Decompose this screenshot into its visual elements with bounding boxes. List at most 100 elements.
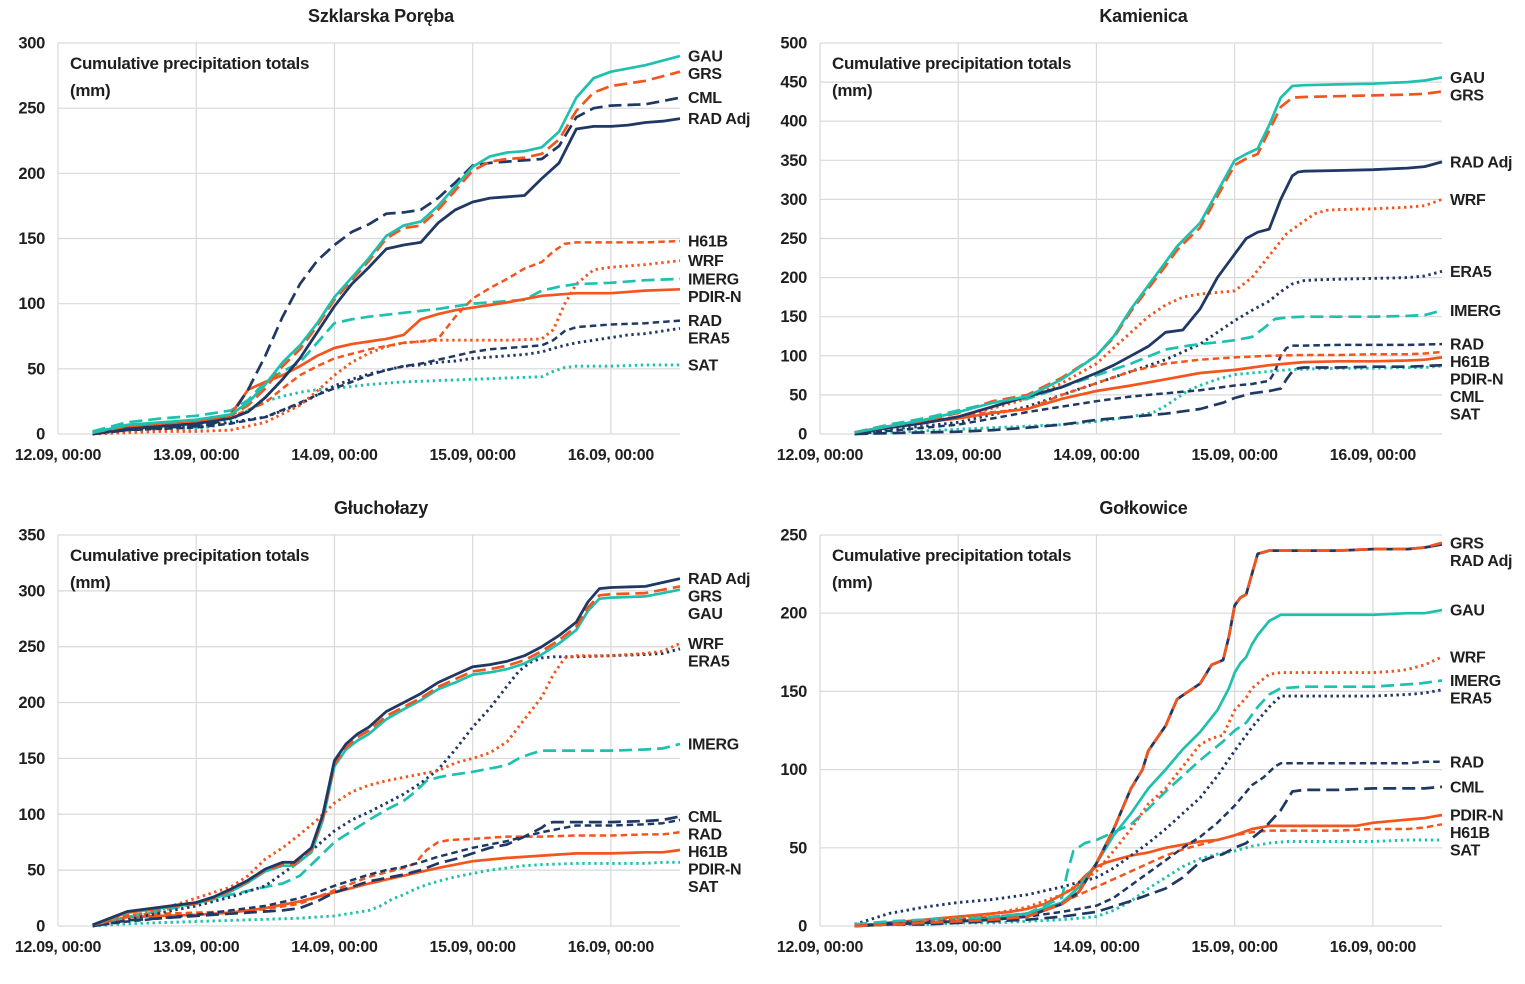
series-line-era5: [92, 647, 681, 927]
x-tick-label: 16.09, 00:00: [1330, 447, 1417, 464]
y-tick-label: 50: [27, 862, 45, 880]
series-label-gau: GAU: [688, 49, 723, 66]
series-label-rad: RAD: [1450, 754, 1484, 771]
series-line-pdir-n: [854, 356, 1443, 434]
x-tick-label: 16.09, 00:00: [1330, 939, 1417, 956]
chart-annotation: Cumulative precipitation totals (mm): [70, 546, 309, 592]
series-label-era5: ERA5: [1450, 690, 1492, 707]
series-line-imerg: [92, 742, 681, 927]
y-tick-label: 150: [18, 750, 45, 768]
chart-title-szklarska-poreba: Szklarska Poręba: [308, 6, 454, 26]
x-tick-label: 12.09, 00:00: [15, 447, 102, 464]
series-label-imerg: IMERG: [688, 736, 739, 753]
y-tick-label: 300: [18, 582, 45, 600]
x-tick-label: 13.09, 00:00: [915, 447, 1002, 464]
y-tick-label: 150: [18, 230, 45, 248]
x-tick-label: 13.09, 00:00: [915, 939, 1002, 956]
y-tick-label: 0: [798, 918, 807, 936]
x-tick-label: 12.09, 00:00: [777, 939, 864, 956]
y-tick-label: 400: [780, 113, 807, 131]
series-line-sat: [854, 838, 1442, 928]
series-line-wrf: [854, 655, 1443, 928]
gridlines: [819, 42, 1442, 435]
series-line-rad: [92, 319, 681, 436]
chart-canvas-gluchoazy: 0 50 100 150 200 250 300 350 12.09, 00:00 13.09, …: [15, 527, 751, 957]
series-line-rad: [854, 342, 1443, 436]
y-tick-label: 100: [18, 295, 45, 313]
series-label-pdir-n: PDIR-N: [688, 289, 741, 306]
series-label-grs: GRS: [688, 589, 722, 606]
x-axis-tick-labels: 12.09, 00:00 13.09, 00:00 14.09, 00:00 15.0…: [15, 939, 655, 956]
y-tick-label: 50: [789, 386, 807, 404]
y-tick-label: 50: [27, 360, 45, 378]
annotation-line: (mm): [832, 81, 872, 100]
series-label-rad: RAD: [1450, 337, 1484, 354]
series-label-sat: SAT: [1450, 842, 1480, 859]
x-tick-label: 12.09, 00:00: [15, 939, 102, 956]
series-label-rad-adj: RAD Adj: [688, 111, 750, 128]
series-label-grs: GRS: [1450, 87, 1484, 104]
y-tick-label: 250: [18, 100, 45, 118]
series-line-pdir-n: [854, 813, 1443, 928]
series-line-gau: [92, 54, 681, 435]
series-line-pdir-n: [92, 287, 681, 435]
series-line-rad-adj: [92, 577, 681, 927]
series-label-rad: RAD: [688, 313, 722, 330]
series-line-rad-adj: [854, 543, 1443, 928]
chart-panel-kamienica: Kamienica 0 50 100 150 200 250 300 350 400 450 500…: [762, 0, 1525, 492]
x-axis-tick-labels: 12.09, 00:00 13.09, 00:00 14.09, 00:00 15.0…: [15, 447, 655, 464]
y-tick-label: 150: [780, 683, 807, 701]
x-tick-label: 15.09, 00:00: [430, 447, 517, 464]
series-label-h61b: H61B: [1450, 825, 1490, 842]
series-line-gau: [854, 608, 1443, 928]
chart-panel-szklarska-poreba: Szklarska Poręba 0 50 100 150 200 250 300 12.09…: [0, 0, 762, 492]
series-line-rad-adj: [92, 117, 681, 436]
y-tick-label: 100: [18, 806, 45, 824]
x-tick-label: 15.09, 00:00: [1192, 447, 1279, 464]
series-line-sat: [854, 364, 1443, 436]
chart-canvas-kamienica: 0 50 100 150 200 250 300 350 400 450 500 12.09, 00:…: [777, 35, 1513, 465]
y-tick-label: 350: [18, 527, 45, 545]
y-tick-label: 50: [789, 839, 807, 857]
y-tick-label: 150: [780, 308, 807, 326]
series-label-pdir-n: PDIR-N: [1450, 372, 1503, 389]
series-line-rad: [92, 818, 681, 928]
series-label-gau: GAU: [1450, 603, 1485, 620]
series-line-sat: [92, 860, 680, 928]
series-label-pdir-n: PDIR-N: [1450, 807, 1503, 824]
chart-panel-golkowice: Gołkowice 0 50 100 150 200 250 12.09, 00:00 13.…: [762, 492, 1525, 984]
x-tick-label: 15.09, 00:00: [430, 939, 517, 956]
series-label-imerg: IMERG: [688, 271, 739, 288]
annotation-line: Cumulative precipitation totals: [832, 546, 1071, 565]
y-axis-tick-labels: 0 50 100 150 200 250 300 350 400 450 500: [780, 35, 807, 444]
y-tick-label: 0: [36, 426, 45, 444]
series-line-imerg: [854, 679, 1443, 926]
y-tick-label: 0: [798, 426, 807, 444]
series-label-grs: GRS: [1450, 535, 1484, 552]
series-label-imerg: IMERG: [1450, 673, 1501, 690]
x-tick-label: 14.09, 00:00: [1053, 939, 1140, 956]
chart-canvas-szklarska-poreba: 0 50 100 150 200 250 300 12.09, 00:00 13.09, 00:…: [15, 35, 751, 465]
series-line-gau: [854, 76, 1443, 434]
x-tick-label: 13.09, 00:00: [153, 447, 240, 464]
series-label-cml: CML: [1450, 779, 1484, 796]
series-label-h61b: H61B: [688, 234, 728, 251]
series-line-grs: [92, 585, 681, 927]
series-line-rad: [854, 760, 1442, 928]
series-label-sat: SAT: [1450, 407, 1480, 424]
series-label-rad-adj: RAD Adj: [1450, 553, 1512, 570]
y-tick-label: 250: [780, 527, 807, 545]
series-line-cml: [854, 363, 1443, 436]
series-line-cml: [92, 815, 681, 928]
series-line-era5: [854, 688, 1443, 926]
y-axis-tick-labels: 0 50 100 150 200 250 300: [18, 35, 45, 444]
series-label-gau: GAU: [1450, 70, 1485, 87]
x-tick-label: 16.09, 00:00: [568, 447, 655, 464]
y-tick-label: 200: [780, 269, 807, 287]
series-label-era5: ERA5: [688, 331, 730, 348]
annotation-line: (mm): [70, 573, 110, 592]
